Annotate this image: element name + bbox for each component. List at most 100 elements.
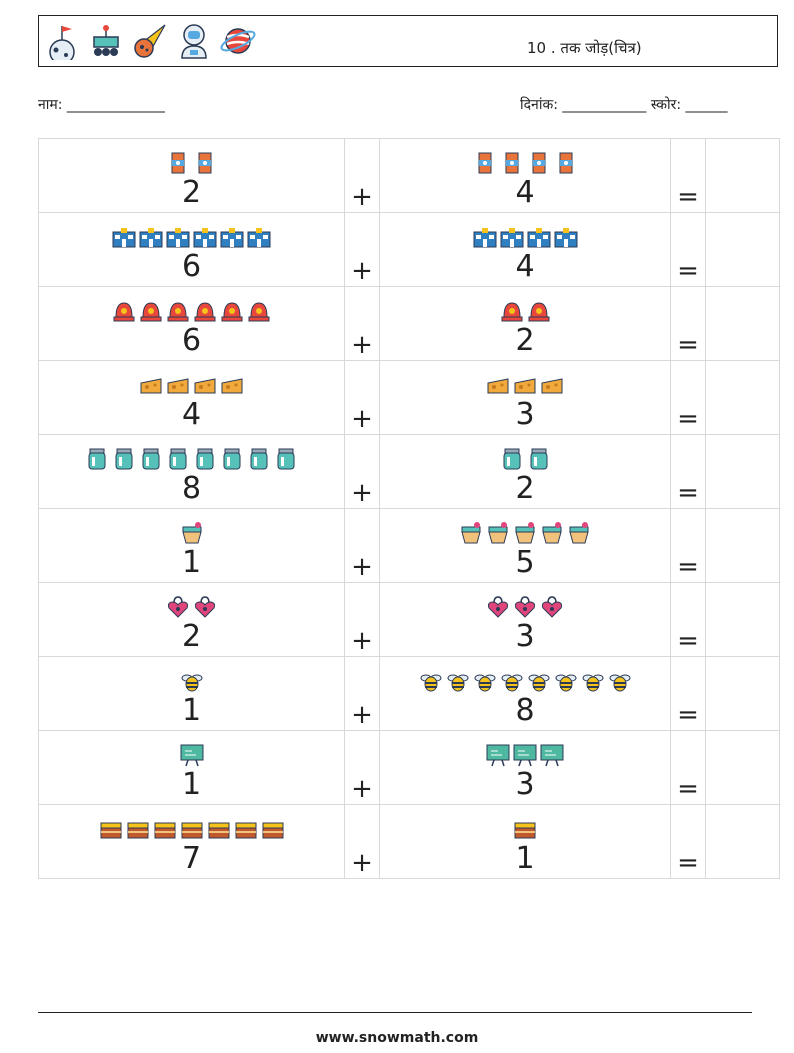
- first-addend-picture-group: [39, 443, 344, 471]
- juice-carton-icon: [500, 151, 524, 175]
- jar-icon: [166, 447, 190, 471]
- date-score-label: दिनांक: ____________ स्कोर: ______: [520, 97, 728, 113]
- answer-box[interactable]: [705, 804, 780, 879]
- first-addend-cell: 6: [38, 286, 345, 361]
- second-addend-cell: 2: [379, 434, 671, 509]
- plus-sign: +: [344, 360, 380, 435]
- bee-icon: [554, 669, 578, 693]
- answer-box[interactable]: [705, 434, 780, 509]
- answer-box[interactable]: [705, 582, 780, 657]
- bee-icon: [500, 669, 524, 693]
- answer-box[interactable]: [705, 656, 780, 731]
- siren-icon: [527, 299, 551, 323]
- building-icon: [112, 225, 136, 249]
- building-icon: [554, 225, 578, 249]
- chalkboard-icon: [513, 743, 537, 767]
- second-addend-number: 2: [515, 323, 535, 358]
- second-addend-number: 8: [515, 693, 535, 728]
- first-addend-picture-group: [39, 591, 344, 619]
- first-addend-cell: 8: [38, 434, 345, 509]
- problem-row: 7 +1 =: [38, 804, 780, 879]
- basket-icon: [180, 521, 204, 545]
- heart-lock-icon: [513, 595, 537, 619]
- plus-sign: +: [344, 212, 380, 287]
- plus-sign: +: [344, 730, 380, 805]
- second-addend-number: 2: [515, 471, 535, 506]
- first-addend-picture-group: [39, 813, 344, 841]
- equals-sign: =: [670, 286, 706, 361]
- first-addend-picture-group: [39, 295, 344, 323]
- second-addend-picture-group: [380, 665, 670, 693]
- first-addend-cell: 7: [38, 804, 345, 879]
- answer-box[interactable]: [705, 508, 780, 583]
- second-addend-picture-group: [380, 517, 670, 545]
- building-icon: [220, 225, 244, 249]
- plus-sign: +: [344, 434, 380, 509]
- answer-box[interactable]: [705, 138, 780, 213]
- equals-sign: =: [670, 138, 706, 213]
- plus-sign: +: [344, 656, 380, 731]
- cheese-icon: [513, 373, 537, 397]
- siren-icon: [112, 299, 136, 323]
- bee-icon: [527, 669, 551, 693]
- second-addend-number: 3: [515, 767, 535, 802]
- problems-table: 2 +4 = 6 +4 = 6 +2 = 4 +3 = 8 +2 = 1 +5 = 2 +3 = 1 +8 = 1 +3 = 7 +1 =: [38, 138, 780, 879]
- second-addend-cell: 4: [379, 212, 671, 287]
- building-icon: [166, 225, 190, 249]
- problem-row: 2 +3 =: [38, 582, 780, 657]
- plus-sign: +: [344, 582, 380, 657]
- first-addend-picture-group: [39, 147, 344, 175]
- footer-website: www.snowmath.com: [315, 1030, 479, 1046]
- building-icon: [139, 225, 163, 249]
- basket-icon: [567, 521, 591, 545]
- second-addend-picture-group: [380, 739, 670, 767]
- second-addend-picture-group: [380, 443, 670, 471]
- answer-box[interactable]: [705, 730, 780, 805]
- cake-icon: [513, 817, 537, 841]
- cake-icon: [99, 817, 123, 841]
- jar-icon: [220, 447, 244, 471]
- worksheet-header: 10 . तक जोड़(चित्र): [38, 15, 778, 67]
- basket-icon: [513, 521, 537, 545]
- answer-box[interactable]: [705, 286, 780, 361]
- second-addend-cell: 1: [379, 804, 671, 879]
- cake-icon: [126, 817, 150, 841]
- second-addend-number: 1: [515, 841, 535, 876]
- problem-row: 1 +3 =: [38, 730, 780, 805]
- building-icon: [247, 225, 271, 249]
- cake-icon: [261, 817, 285, 841]
- chalkboard-icon: [486, 743, 510, 767]
- bee-icon: [608, 669, 632, 693]
- equals-sign: =: [670, 730, 706, 805]
- cake-icon: [153, 817, 177, 841]
- first-addend-cell: 6: [38, 212, 345, 287]
- second-addend-cell: 4: [379, 138, 671, 213]
- cheese-icon: [486, 373, 510, 397]
- first-addend-cell: 2: [38, 582, 345, 657]
- rover-icon: [87, 22, 125, 60]
- second-addend-cell: 3: [379, 360, 671, 435]
- juice-carton-icon: [473, 151, 497, 175]
- cake-icon: [207, 817, 231, 841]
- jar-icon: [112, 447, 136, 471]
- second-addend-number: 4: [515, 175, 535, 210]
- cheese-icon: [166, 373, 190, 397]
- first-addend-picture-group: [39, 517, 344, 545]
- answer-box[interactable]: [705, 360, 780, 435]
- siren-icon: [166, 299, 190, 323]
- name-field-label: नाम: ______________: [38, 97, 165, 113]
- first-addend-number: 2: [181, 619, 202, 654]
- first-addend-number: 7: [181, 841, 202, 876]
- moon-flag-icon: [43, 22, 81, 65]
- cheese-icon: [139, 373, 163, 397]
- problem-row: 6 +4 =: [38, 212, 780, 287]
- bee-icon: [419, 669, 443, 693]
- siren-icon: [247, 299, 271, 323]
- cheese-icon: [220, 373, 244, 397]
- jar-icon: [247, 447, 271, 471]
- answer-box[interactable]: [705, 212, 780, 287]
- second-addend-picture-group: [380, 295, 670, 323]
- siren-icon: [500, 299, 524, 323]
- juice-carton-icon: [193, 151, 217, 175]
- problem-row: 6 +2 =: [38, 286, 780, 361]
